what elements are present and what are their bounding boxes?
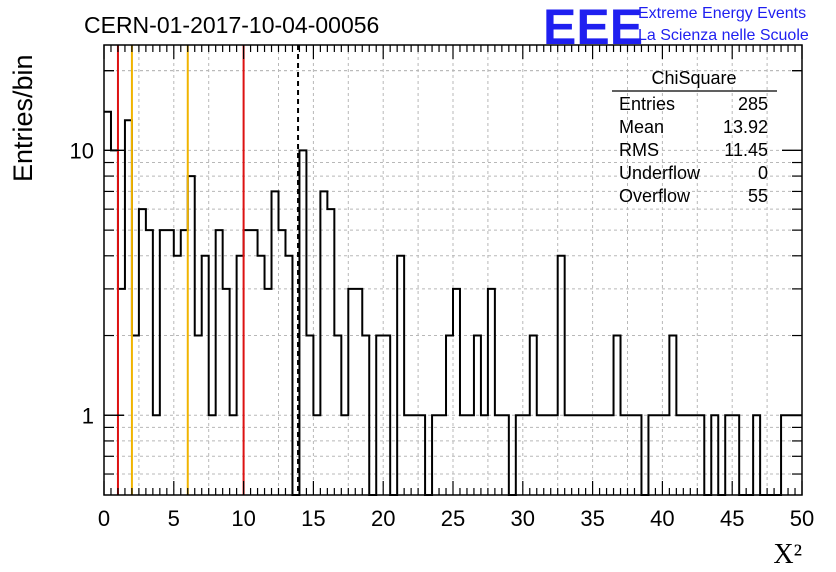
x-tick-label: 45 (720, 506, 744, 531)
stats-label: Mean (619, 117, 664, 137)
histogram-bin (216, 230, 223, 495)
histogram-bin (488, 289, 495, 495)
reference-lines (116, 45, 300, 495)
histogram-bin (118, 289, 125, 495)
y-tick-label: 1 (82, 403, 94, 428)
x-axis-label: X² (773, 539, 802, 570)
histogram-bin (104, 112, 111, 495)
x-tick-label: 50 (790, 506, 814, 531)
x-tick-label: 15 (301, 506, 325, 531)
histogram-bin (355, 289, 362, 495)
stats-box: ChiSquare Entries 285 Mean 13.92 RMS 11.45 Und… (612, 68, 777, 206)
stats-value: 285 (738, 94, 768, 114)
histogram-bin (272, 191, 279, 495)
histogram-bin (320, 191, 327, 495)
stats-label: Underflow (619, 163, 701, 183)
logo-line-1: Extreme Energy Events (638, 5, 806, 22)
histogram-bin (223, 289, 230, 495)
histogram-bin (244, 230, 251, 495)
histogram-bin (258, 256, 265, 495)
histogram-bin (285, 256, 292, 495)
x-tick-label: 25 (441, 506, 465, 531)
stats-value: 55 (748, 186, 768, 206)
histogram-bin (202, 256, 209, 495)
histogram-bin (251, 230, 258, 495)
x-tick-label: 0 (98, 506, 110, 531)
x-axis-ticks: 0 5 10 15 20 25 30 35 40 45 50 (98, 45, 814, 531)
stats-title: ChiSquare (651, 68, 736, 88)
logo-mark: EEE (543, 0, 643, 55)
histogram-bin (111, 150, 118, 495)
histogram-bin (181, 230, 188, 495)
histogram-bin (299, 150, 306, 495)
histogram-bin (265, 289, 272, 495)
stats-label: RMS (619, 140, 659, 160)
x-tick-label: 40 (650, 506, 674, 531)
y-axis-ticks: 1 10 (70, 70, 802, 475)
x-tick-label: 5 (168, 506, 180, 531)
histogram-bin (167, 230, 174, 495)
histogram-bin (327, 209, 334, 495)
histogram-bin (453, 289, 460, 495)
histogram-bin (160, 230, 167, 495)
stats-label: Overflow (619, 186, 691, 206)
x-tick-label: 30 (511, 506, 535, 531)
histogram-bin (146, 230, 153, 495)
x-tick-label: 20 (371, 506, 395, 531)
logo-line-2: La Scienza nelle Scuole (638, 27, 809, 44)
stats-value: 13.92 (723, 117, 768, 137)
histogram-line (104, 110, 802, 496)
histogram-bin (348, 289, 355, 495)
histogram-bin (139, 209, 146, 495)
histogram-bin (558, 256, 565, 495)
x-tick-label: 35 (580, 506, 604, 531)
histogram-bin (174, 256, 181, 495)
chart-title: CERN-01-2017-10-04-00056 (84, 12, 379, 38)
histogram-bin (237, 256, 244, 495)
histogram-bin (397, 256, 404, 495)
stats-value: 11.45 (724, 140, 768, 160)
stats-label: Entries (619, 94, 675, 114)
y-axis-label: Entries/bin (8, 54, 38, 182)
y-tick-label: 10 (70, 138, 94, 163)
stats-rows: Entries 285 Mean 13.92 RMS 11.45 Underflow 0 Ove… (619, 94, 768, 206)
histogram-bin (279, 230, 286, 495)
eee-logo: EEE Extreme Energy Events La Scienza nel… (543, 0, 809, 55)
x-tick-label: 10 (231, 506, 255, 531)
histogram-bars (104, 110, 802, 496)
stats-value: 0 (758, 163, 768, 183)
